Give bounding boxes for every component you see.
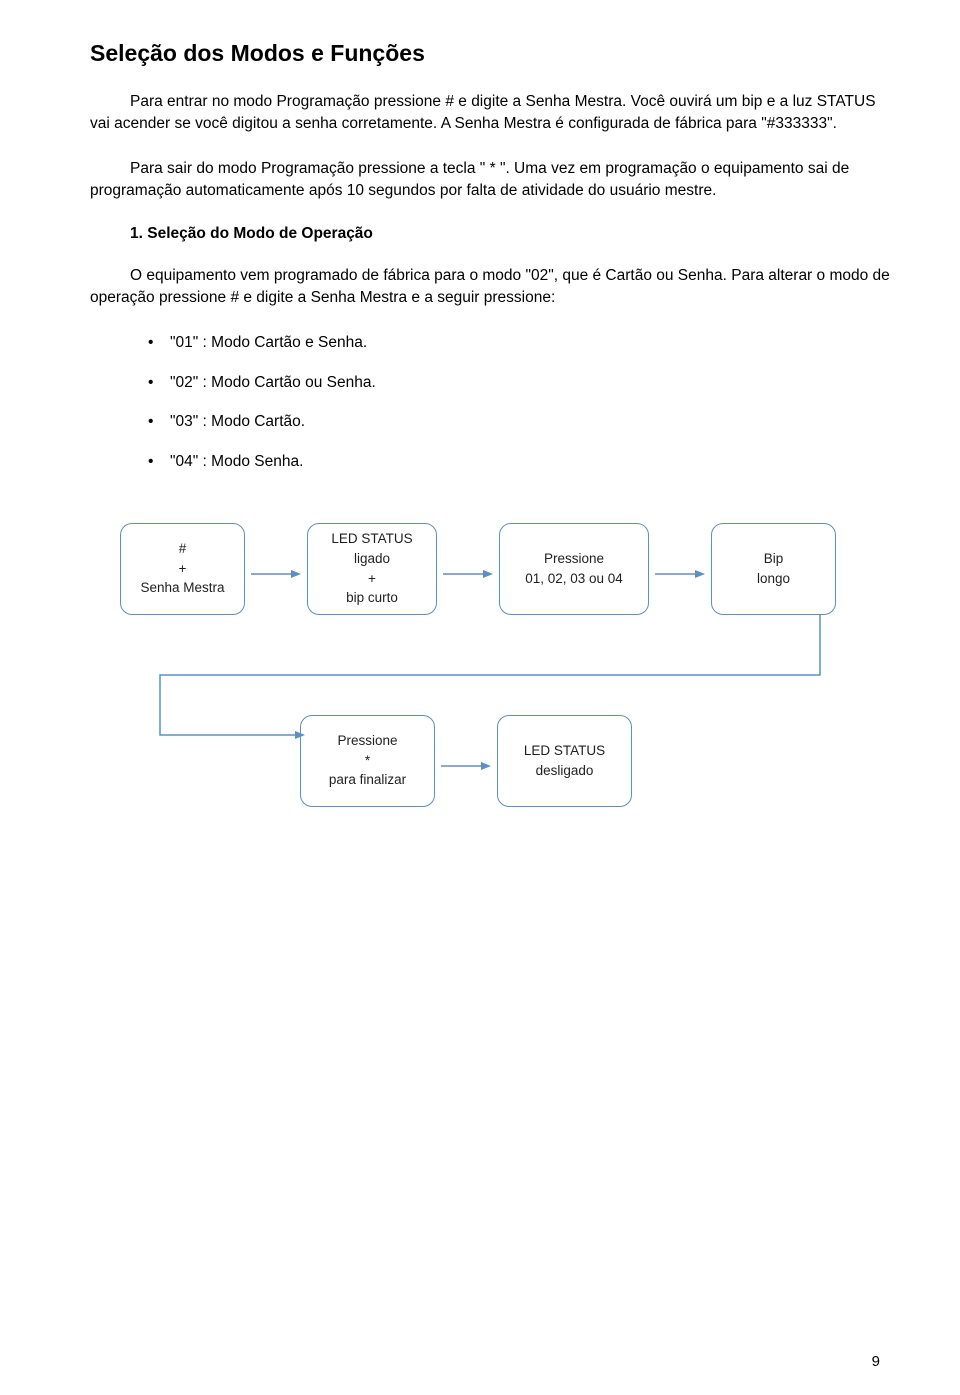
flow-box-4: Bip longo xyxy=(711,523,836,615)
connector xyxy=(120,615,890,675)
flow-row-1: # + Senha Mestra LED STATUS ligado + bip… xyxy=(120,523,890,615)
flow-box-1: # + Senha Mestra xyxy=(120,523,245,615)
arrow-icon xyxy=(441,760,491,762)
flow-text: Senha Mestra xyxy=(140,578,224,598)
section-1-para: O equipamento vem programado de fábrica … xyxy=(90,265,890,310)
arrow-icon xyxy=(655,568,705,570)
mode-list: "01" : Modo Cartão e Senha. "02" : Modo … xyxy=(90,332,890,473)
flow-box-3: Pressione 01, 02, 03 ou 04 xyxy=(499,523,649,615)
flow-text: Pressione xyxy=(544,549,604,569)
flow-text: 01, 02, 03 ou 04 xyxy=(525,569,623,589)
flow-text: desligado xyxy=(536,761,594,781)
paragraph-1: Para entrar no modo Programação pression… xyxy=(90,91,890,136)
arrow-icon xyxy=(251,568,301,570)
section-1-title: 1. Seleção do Modo de Operação xyxy=(90,225,890,243)
flow-text: + xyxy=(179,559,187,579)
page-title: Seleção dos Modos e Funções xyxy=(90,40,890,67)
flow-text: longo xyxy=(757,569,790,589)
list-item: "01" : Modo Cartão e Senha. xyxy=(170,332,890,354)
page-number: 9 xyxy=(872,1353,880,1370)
flow-text: * xyxy=(365,751,370,771)
flow-text: ligado xyxy=(354,549,390,569)
flow-text: LED STATUS xyxy=(331,529,412,549)
flow-box-2: LED STATUS ligado + bip curto xyxy=(307,523,437,615)
flow-text: para finalizar xyxy=(329,770,406,790)
flow-text: + xyxy=(368,569,376,589)
paragraph-2: Para sair do modo Programação pressione … xyxy=(90,158,890,203)
arrow-icon xyxy=(443,568,493,570)
flow-text: # xyxy=(179,539,187,559)
list-item: "02" : Modo Cartão ou Senha. xyxy=(170,372,890,394)
flow-text: Bip xyxy=(764,549,784,569)
list-item: "03" : Modo Cartão. xyxy=(170,411,890,433)
list-item: "04" : Modo Senha. xyxy=(170,451,890,473)
